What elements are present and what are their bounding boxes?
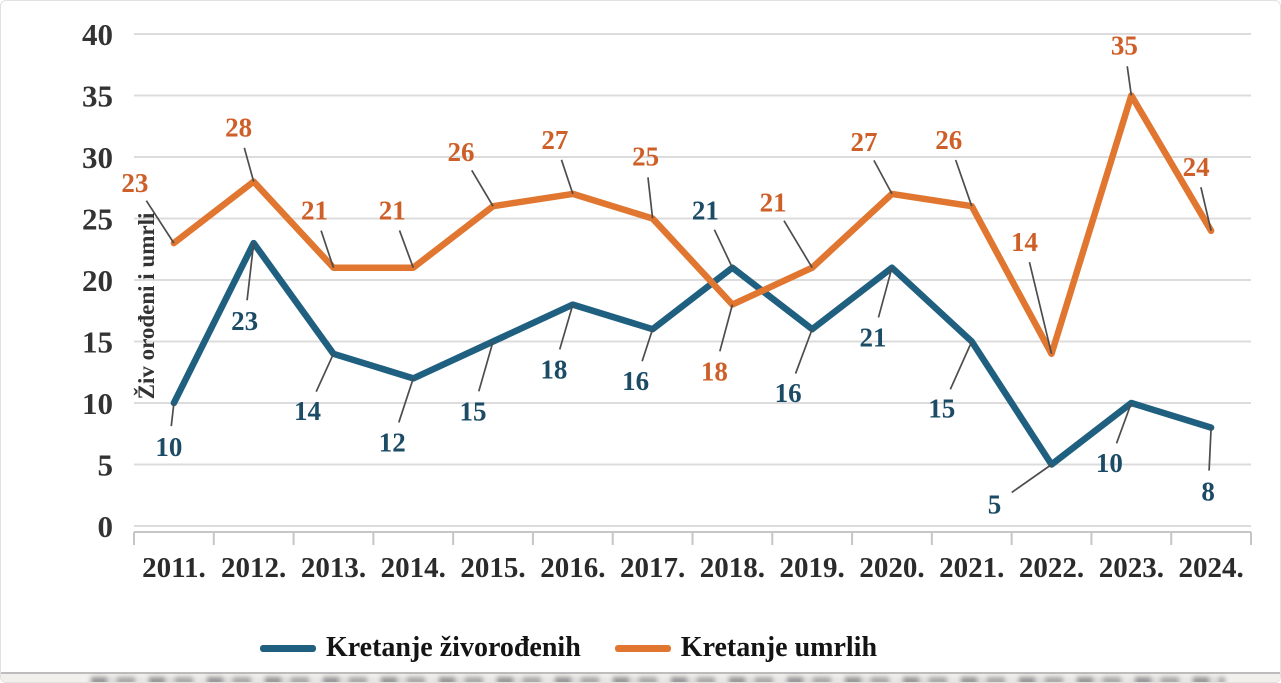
data-label-leader-s0-2019 (794, 328, 813, 374)
x-tick-label-2020: 2020. (859, 552, 924, 584)
y-axis-title-text: Živ orođeni i umrli (134, 212, 159, 400)
data-label-leader-s0-2020 (877, 267, 893, 318)
data-label-leader-s0-2015 (477, 341, 494, 392)
data-label-s1-2015: 26 (448, 137, 475, 167)
legend: Kretanje živorođenih Kretanje umrlih (1, 632, 1208, 664)
x-tick-label-2012: 2012. (221, 552, 286, 584)
data-label-s1-2018: 18 (701, 357, 728, 387)
data-label-leader-s1-2022 (1028, 262, 1053, 354)
y-tick-label-30: 30 (82, 140, 113, 175)
data-label-s1-2013: 21 (301, 196, 328, 226)
x-tick-label-2016: 2016. (540, 552, 605, 584)
data-label-leader-s1-2014 (398, 230, 415, 268)
data-label-s0-2022: 5 (988, 490, 1002, 520)
x-tick-label-2013: 2013. (301, 552, 366, 584)
data-label-s1-2012: 28 (225, 113, 252, 143)
data-label-s0-2012: 23 (231, 306, 258, 336)
data-label-leader-s1-2020 (873, 159, 893, 195)
data-label-leader-s0-2012 (246, 243, 255, 301)
data-label-leader-s0-2021 (949, 341, 973, 390)
legend-label-deaths: Kretanje umrlih (680, 632, 878, 663)
x-tick-label-2015: 2015. (460, 552, 525, 584)
data-label-s0-2023: 10 (1096, 448, 1123, 478)
data-label-leader-s0-2018 (713, 229, 734, 269)
data-label-s1-2019: 21 (760, 188, 787, 218)
x-tick-label-2021: 2021. (939, 552, 1004, 584)
data-label-leader-s1-2016 (560, 159, 574, 195)
data-label-s0-2013: 14 (294, 396, 321, 426)
data-label-leader-s1-2021 (954, 159, 973, 207)
data-label-leader-s1-2017 (647, 177, 654, 219)
data-label-leader-s1-2015 (471, 169, 494, 207)
data-label-leader-s1-2018 (719, 304, 734, 352)
data-label-leader-s0-2016 (558, 304, 574, 350)
x-tick-label-2018: 2018. (700, 552, 765, 584)
data-label-s0-2011: 10 (155, 432, 182, 462)
data-label-s1-2022: 14 (1011, 227, 1038, 257)
x-tick-label-2017: 2017. (620, 552, 685, 584)
legend-line-swatch-births (259, 644, 316, 652)
y-tick-label-20: 20 (82, 263, 113, 298)
data-label-s1-2023: 35 (1111, 31, 1138, 61)
legend-item-zivorodeni: Kretanje živorođenih (259, 632, 581, 664)
data-label-s1-2021: 26 (935, 125, 962, 155)
data-label-s1-2017: 25 (632, 142, 659, 172)
data-label-s1-2016: 27 (541, 125, 568, 155)
data-label-leader-s1-2011 (145, 200, 175, 244)
y-tick-label-35: 35 (82, 79, 113, 114)
data-label-leader-s0-2014 (397, 378, 415, 423)
data-label-s0-2016: 18 (540, 355, 567, 385)
series-line-1 (170, 92, 1215, 358)
data-label-leader-s0-2024 (1208, 427, 1212, 471)
x-tick-label-2024: 2024. (1178, 552, 1243, 584)
y-tick-label-25: 25 (82, 202, 113, 237)
cropped-text-smudge (91, 677, 1225, 682)
legend-item-umrli: Kretanje umrlih (614, 632, 878, 664)
data-label-s0-2021: 15 (928, 394, 955, 424)
x-tick-label-2019: 2019. (780, 552, 845, 584)
data-label-s0-2020: 21 (859, 323, 886, 353)
data-label-s0-2017: 16 (622, 366, 649, 396)
y-tick-label-40: 40 (82, 17, 113, 52)
x-tick-label-2023: 2023. (1099, 552, 1164, 584)
data-label-s0-2014: 12 (379, 427, 406, 457)
legend-line-swatch-deaths (614, 644, 671, 652)
series-line-0 (170, 239, 1215, 468)
data-label-leader-s0-2013 (315, 353, 335, 393)
legend-label-births: Kretanje živorođenih (325, 632, 581, 663)
y-tick-label-5: 5 (98, 448, 114, 483)
x-tick-label-2022: 2022. (1019, 552, 1084, 584)
data-label-s0-2024: 8 (1201, 477, 1215, 507)
cropped-content-strip (1, 672, 1280, 682)
line-chart: 0 5 10 15 20 25 30 35 40 2011. 2012. 2013. 2014. 2015… (82, 17, 1252, 584)
data-label-leader-s1-2023 (1126, 66, 1133, 96)
data-label-leader-s1-2019 (783, 220, 813, 269)
data-label-leader-s1-2012 (243, 147, 255, 182)
data-label-s0-2019: 16 (775, 378, 802, 408)
y-tick-label-0: 0 (98, 509, 114, 544)
x-tick-label-2011: 2011. (142, 552, 206, 584)
data-label-s0-2015: 15 (460, 397, 487, 427)
data-label-s1-2011: 23 (121, 168, 148, 198)
x-tick-label-2014: 2014. (381, 552, 446, 584)
y-tick-label-10: 10 (82, 386, 113, 421)
data-label-leader-s0-2011 (170, 402, 175, 427)
data-label-leader-s0-2022 (1011, 463, 1053, 494)
y-tick-label-15: 15 (82, 325, 113, 360)
data-label-leader-s1-2013 (320, 230, 335, 268)
data-label-s1-2014: 21 (379, 196, 406, 226)
data-label-s1-2020: 27 (850, 127, 877, 157)
data-label-leader-s0-2023 (1115, 402, 1133, 444)
data-label-s1-2024: 24 (1183, 152, 1210, 182)
data-label-s0-2018: 21 (692, 196, 719, 226)
data-label-leader-s1-2024 (1200, 187, 1212, 231)
data-label-leader-s0-2017 (641, 328, 654, 362)
